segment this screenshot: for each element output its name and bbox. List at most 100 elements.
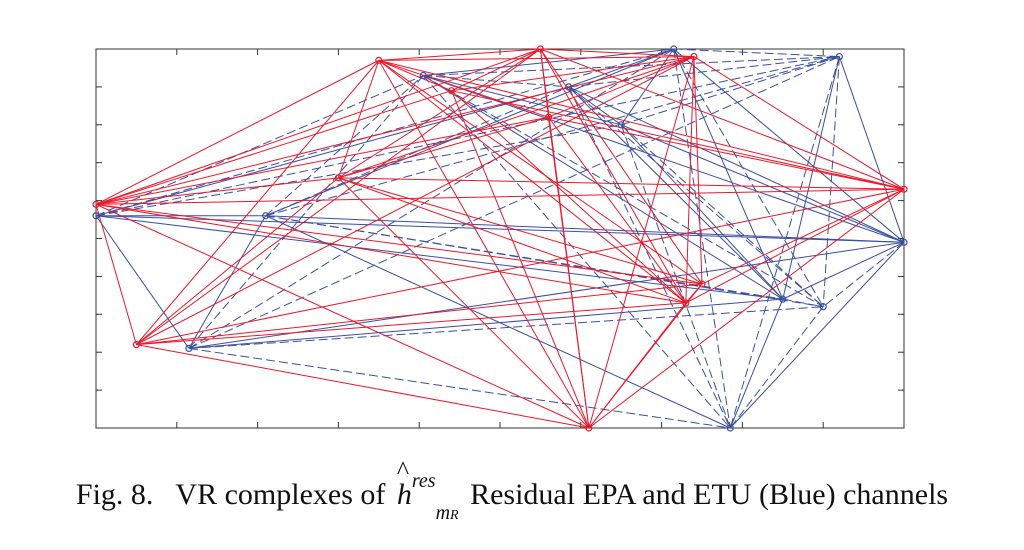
epa-edge [95,90,452,205]
epa-node [690,52,698,61]
epa-node [585,424,593,432]
etu-node [779,295,787,303]
etu-edge [729,298,784,429]
epa-edge [338,116,549,179]
etu-edge [95,48,674,217]
caption-text-after: Residual EPA and ETU (Blue) channels [470,478,949,511]
epa-edge [95,48,541,205]
math-hat: ^ [396,456,410,485]
epa-edge [338,177,590,429]
epa-edge [136,302,686,346]
etu-node [92,212,100,220]
epa-edge [451,48,541,92]
etu-edge [620,124,784,300]
epa-edge [338,177,703,285]
etu-edge [568,56,840,88]
etu-edge [95,215,783,300]
epa-edge [378,59,905,190]
math-sub-main: m [435,502,451,524]
epa-edge [378,59,703,285]
etu-edge [621,56,840,126]
epa-edge [95,203,686,304]
epa-edge [136,188,905,346]
etu-edge [782,241,905,300]
etu-edge [95,215,190,349]
epa-node [900,185,908,193]
epa-node [544,113,553,121]
epa-edge [95,188,905,205]
epa-edge [548,116,905,190]
epa-edge [701,188,905,285]
etu-node [617,121,625,129]
etu-edge [95,75,424,217]
etu-edge [265,215,731,429]
epa-edge [95,59,380,205]
etu-edge [673,48,905,243]
epa-edge [451,90,905,190]
etu-edge [95,124,622,217]
epa-edge [95,56,695,205]
epa-edge [337,60,380,179]
epa-edge [539,48,687,304]
vr-complex-figure [92,45,908,432]
etu-edge [95,56,840,217]
etu-edge [621,124,905,243]
epa-edge [588,283,703,429]
etu-edge [822,56,840,307]
epa-edge [451,90,687,304]
etu-edge [265,215,905,243]
etu-edge [568,86,824,308]
etu-edge [422,75,784,300]
etu-edge [673,48,731,429]
epa-edge [136,344,589,429]
etu-node [819,303,827,311]
epa-node [334,174,342,182]
epa-node [447,87,456,95]
epa-edges [95,48,905,429]
etu-edge [188,215,267,349]
epa-edge [540,48,905,190]
epa-node [375,56,383,64]
etu-edge [620,48,675,126]
epa-edge [539,48,703,285]
epa-node [536,45,545,53]
etu-edge [95,86,569,217]
etu-edge [188,75,424,349]
epa-edge [451,56,694,92]
etu-node [726,424,734,432]
caption-text-before: VR complexes of [175,478,386,511]
etu-edges [95,48,905,429]
epa-edge [95,204,137,345]
epa-edge [548,56,695,118]
epa-edge [693,56,703,284]
etu-edge [782,56,840,300]
etu-edge [265,56,840,217]
epa-edge [540,48,694,58]
etu-edge [423,75,622,126]
etu-edge [822,241,905,308]
epa-edge [451,90,590,429]
etu-edge [188,306,824,349]
etu-edge [782,298,824,308]
epa-edge [136,60,380,345]
etu-edge [568,86,905,243]
etu-edge [673,48,824,307]
figure-caption: Fig. 8. VR complexes of ^ hresmR Residual… [0,456,1024,524]
etu-edge [188,241,905,349]
plot-frame [95,48,905,429]
epa-edge [338,177,905,190]
etu-edge [673,48,840,58]
epa-edge [693,56,905,190]
epa-edge [136,283,703,346]
etu-edge [188,347,731,429]
epa-edge [95,203,703,285]
etu-edge [838,56,905,243]
etu-edge [95,215,905,243]
math-sub: mR [436,502,459,524]
etu-edge [422,75,824,308]
epa-edge [338,48,541,179]
etu-edge [423,56,840,77]
etu-edge [673,48,784,300]
etu-edge [568,86,731,429]
epa-edge [136,48,541,346]
